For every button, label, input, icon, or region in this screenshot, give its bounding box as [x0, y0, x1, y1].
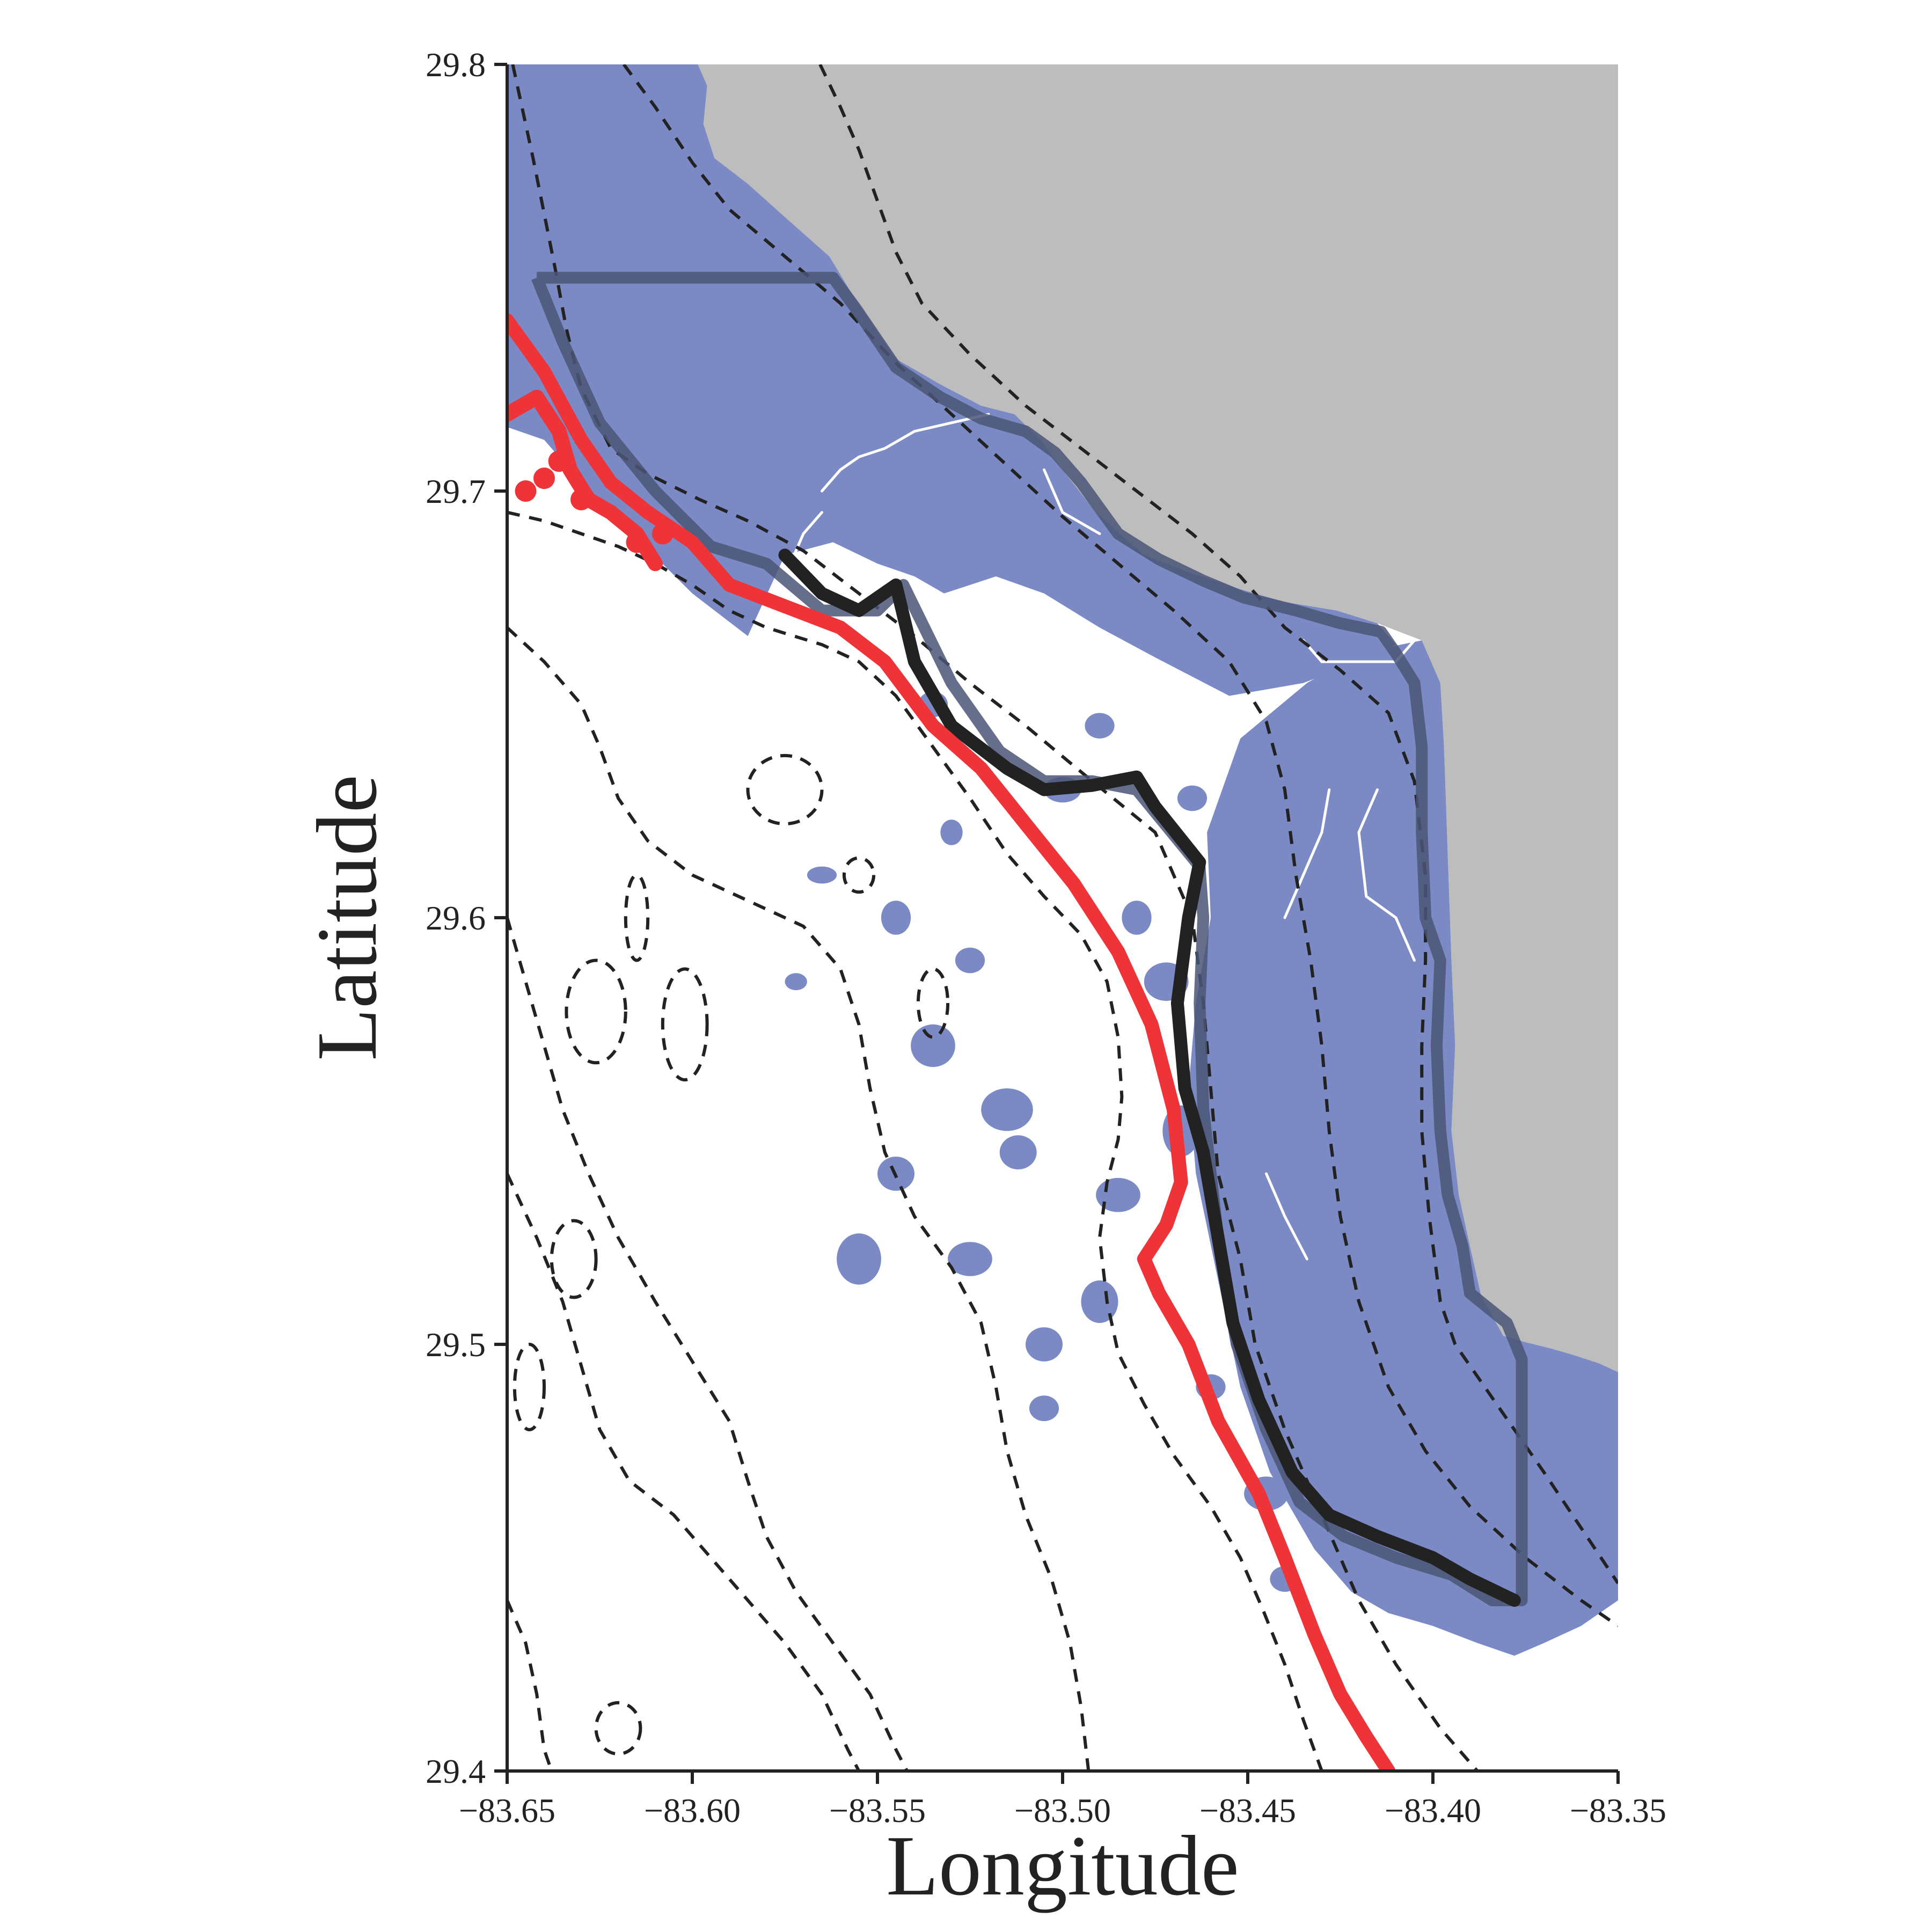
marsh-patch — [955, 947, 985, 974]
depth-contour — [818, 64, 1618, 1584]
x-tick-label: −83.40 — [1385, 1791, 1481, 1829]
depth-contour — [511, 64, 1479, 1771]
marsh-region-1 — [507, 64, 1396, 696]
red-boundary-line — [507, 313, 1396, 1771]
marsh-patch — [981, 1088, 1033, 1131]
depth-contour-loop — [513, 1343, 546, 1431]
depth-contour-loop — [624, 873, 650, 962]
x-tick-label: −83.65 — [459, 1791, 555, 1829]
x-axis-title: Longitude — [886, 1818, 1239, 1913]
marsh-patch — [1211, 1045, 1248, 1088]
y-tick-label: 29.7 — [426, 472, 486, 510]
tidal-channel — [1265, 1172, 1308, 1261]
depth-contour — [507, 510, 1323, 1771]
y-tick-label: 29.6 — [426, 899, 486, 937]
red-coast-blob — [652, 523, 674, 545]
y-axis-title: Latitude — [299, 774, 394, 1060]
study-area-boundary — [531, 272, 1528, 1606]
depth-contour-loop — [565, 958, 627, 1065]
tidal-channel — [821, 413, 990, 493]
y-tick-label: 29.8 — [426, 46, 486, 84]
depth-contour-loop — [746, 753, 824, 826]
x-tick-label: −83.35 — [1570, 1791, 1666, 1829]
depth-contour-loop — [594, 1701, 642, 1756]
depth-contour — [507, 917, 909, 1771]
depth-contour-loop — [661, 967, 709, 1082]
marsh-patch — [1029, 1395, 1059, 1421]
black-boundary-line — [778, 548, 1521, 1607]
depth-contour-loop — [916, 967, 950, 1039]
red-coast-blob — [626, 531, 648, 553]
marsh-patch — [881, 901, 911, 935]
tidal-channel — [1357, 788, 1416, 962]
depth-contour — [507, 1173, 861, 1771]
tidal-channel — [1043, 468, 1101, 535]
axes: −83.65 −83.60 −83.55 −83.50 −83.45 −83.40 −83.… — [426, 46, 1666, 1829]
tidal-channel — [1283, 788, 1331, 919]
marsh-patch — [940, 819, 963, 845]
depth-contour-loop — [842, 856, 876, 894]
depth-contour — [507, 626, 1091, 1771]
y-tick-label: 29.5 — [426, 1326, 486, 1364]
depth-contour — [507, 1599, 553, 1771]
marsh-patch — [1122, 901, 1152, 935]
red-coast-blob — [570, 488, 592, 510]
marsh-patch — [837, 1233, 881, 1285]
depth-contour-loop — [550, 1219, 598, 1299]
red-coast-blob — [515, 480, 537, 502]
red-coast-blob — [533, 467, 555, 489]
marsh-patch — [1085, 713, 1115, 739]
marsh-patch — [1026, 1327, 1063, 1362]
x-tick-label: −83.45 — [1199, 1791, 1296, 1829]
marsh-patch — [999, 1135, 1037, 1169]
marsh-patch — [785, 973, 807, 991]
land-area — [698, 64, 1618, 1372]
red-coast-blob — [548, 450, 570, 472]
plot-area — [507, 64, 1618, 1771]
x-tick-label: −83.50 — [1014, 1791, 1111, 1829]
y-tick-label: 29.4 — [426, 1752, 486, 1790]
x-tick-label: −83.55 — [829, 1791, 926, 1829]
red-coast-fragment — [507, 390, 663, 572]
marsh-patch — [807, 866, 837, 884]
marsh-patch — [1081, 1280, 1118, 1323]
marsh-patch — [911, 1024, 955, 1067]
marsh-patch — [1177, 785, 1208, 811]
marsh-patch — [948, 1242, 992, 1276]
x-tick-label: −83.60 — [644, 1791, 741, 1829]
